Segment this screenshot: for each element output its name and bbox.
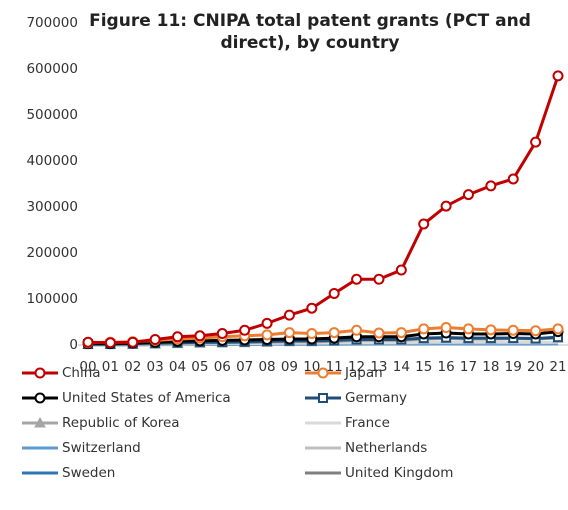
marker — [373, 327, 385, 339]
y-tick-label: 700000 — [26, 15, 78, 31]
x-tick-label: 02 — [124, 359, 141, 375]
marker — [507, 173, 519, 185]
marker — [283, 309, 295, 321]
marker — [351, 324, 363, 336]
marker — [318, 393, 328, 403]
marker — [283, 327, 295, 339]
marker — [395, 327, 407, 339]
x-tick-label: 12 — [348, 359, 365, 375]
marker — [261, 317, 273, 329]
marker — [34, 416, 46, 428]
x-tick-label: 16 — [438, 359, 455, 375]
x-tick-label: 14 — [393, 359, 410, 375]
marker — [418, 323, 430, 335]
x-tick-label: 19 — [505, 359, 522, 375]
legend-label: Sweden — [62, 465, 115, 481]
marker — [306, 328, 318, 339]
y-tick-label: 100000 — [26, 291, 78, 307]
x-tick-label: 17 — [460, 359, 477, 375]
x-tick-label: 11 — [326, 359, 343, 375]
marker — [34, 367, 46, 379]
marker — [462, 323, 474, 335]
series-line — [88, 330, 559, 346]
marker — [127, 336, 139, 348]
legend-label: Japan — [344, 365, 383, 381]
x-tick-label: 07 — [236, 359, 253, 375]
marker — [172, 331, 184, 343]
marker — [317, 367, 329, 379]
x-tick-label: 20 — [527, 359, 544, 375]
x-tick-label: 08 — [258, 359, 275, 375]
marker — [530, 325, 542, 337]
legend-label: United States of America — [62, 390, 231, 406]
marker — [462, 189, 474, 201]
marker — [239, 324, 251, 336]
x-tick-label: 04 — [169, 359, 186, 375]
legend-label: Republic of Korea — [62, 415, 180, 431]
marker — [552, 323, 564, 335]
legend-label: Germany — [345, 390, 407, 406]
x-tick-label: 03 — [147, 359, 164, 375]
marker — [373, 273, 385, 285]
marker — [530, 136, 542, 148]
y-tick-label: 600000 — [26, 61, 78, 77]
y-tick-label: 0 — [69, 337, 78, 353]
marker — [552, 70, 564, 82]
x-tick-label: 10 — [303, 359, 320, 375]
x-tick-label: 01 — [102, 359, 119, 375]
x-tick-label: 00 — [79, 359, 96, 375]
marker — [216, 328, 228, 339]
chart-title: Figure 11: CNIPA total patent grants (PC… — [89, 11, 531, 53]
legend-label: France — [345, 415, 390, 431]
y-tick-label: 200000 — [26, 245, 78, 261]
legend-label: United Kingdom — [345, 465, 453, 481]
y-tick-label: 500000 — [26, 107, 78, 123]
legend-label: Netherlands — [345, 440, 427, 456]
marker — [395, 264, 407, 276]
x-tick-label: 15 — [415, 359, 432, 375]
x-tick-label: 18 — [482, 359, 499, 375]
marker — [82, 336, 94, 348]
marker — [485, 180, 497, 192]
marker — [485, 324, 497, 336]
marker — [104, 337, 116, 349]
marker — [149, 333, 161, 345]
marker — [328, 327, 340, 339]
x-tick-label: 05 — [191, 359, 208, 375]
y-tick-label: 300000 — [26, 199, 78, 215]
legend-label: China — [62, 365, 101, 381]
x-tick-label: 21 — [549, 359, 566, 375]
marker — [194, 330, 206, 342]
marker — [328, 287, 340, 299]
x-tick-label: 06 — [214, 359, 231, 375]
marker — [507, 324, 519, 336]
y-tick-label: 400000 — [26, 153, 78, 169]
legend-label: Switzerland — [62, 440, 141, 456]
x-tick-label: 13 — [370, 359, 387, 375]
marker — [418, 218, 430, 230]
marker — [351, 273, 363, 285]
marker — [306, 302, 318, 314]
marker — [34, 392, 46, 404]
x-tick-label: 09 — [281, 359, 298, 375]
series-line — [87, 75, 560, 345]
marker — [440, 200, 452, 212]
marker — [440, 322, 452, 334]
series-line — [87, 326, 559, 345]
marker — [261, 329, 273, 341]
